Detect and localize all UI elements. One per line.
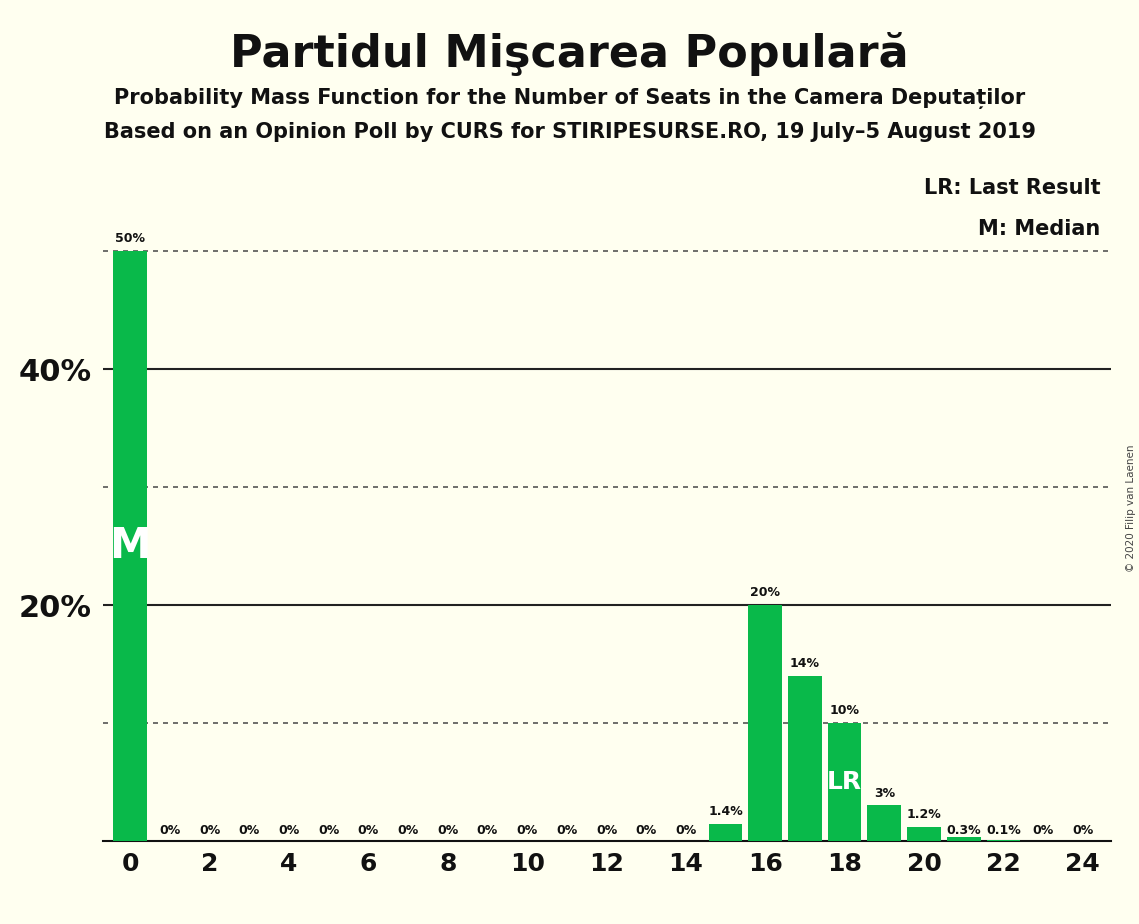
- Bar: [907, 827, 941, 841]
- Text: 0%: 0%: [239, 824, 260, 837]
- Text: 0%: 0%: [278, 824, 300, 837]
- Text: 0%: 0%: [437, 824, 458, 837]
- Text: 0%: 0%: [159, 824, 181, 837]
- Text: 0%: 0%: [318, 824, 339, 837]
- Bar: [114, 251, 147, 841]
- Text: 50%: 50%: [115, 233, 146, 246]
- Text: 0%: 0%: [596, 824, 617, 837]
- Text: 0%: 0%: [477, 824, 498, 837]
- Text: 1.2%: 1.2%: [907, 808, 941, 821]
- Text: Based on an Opinion Poll by CURS for STIRIPESURSE.RO, 19 July–5 August 2019: Based on an Opinion Poll by CURS for STI…: [104, 122, 1035, 142]
- Bar: [947, 837, 981, 841]
- Bar: [788, 675, 822, 841]
- Text: 0%: 0%: [1072, 824, 1093, 837]
- Text: M: Median: M: Median: [978, 219, 1100, 238]
- Bar: [708, 824, 743, 841]
- Text: 0%: 0%: [358, 824, 379, 837]
- Text: 3%: 3%: [874, 786, 895, 799]
- Text: 14%: 14%: [790, 657, 820, 670]
- Bar: [748, 605, 782, 841]
- Text: 0%: 0%: [636, 824, 657, 837]
- Text: Partidul Mişcarea Populară: Partidul Mişcarea Populară: [230, 32, 909, 77]
- Text: 0.1%: 0.1%: [986, 824, 1021, 837]
- Text: Probability Mass Function for the Number of Seats in the Camera Deputaților: Probability Mass Function for the Number…: [114, 88, 1025, 109]
- Text: LR: Last Result: LR: Last Result: [924, 177, 1100, 198]
- Text: M: M: [109, 525, 151, 567]
- Text: 0%: 0%: [199, 824, 220, 837]
- Text: 0%: 0%: [516, 824, 538, 837]
- Bar: [828, 723, 861, 841]
- Text: © 2020 Filip van Laenen: © 2020 Filip van Laenen: [1126, 444, 1136, 572]
- Text: 10%: 10%: [829, 704, 860, 717]
- Text: 1.4%: 1.4%: [708, 806, 743, 819]
- Text: 0%: 0%: [675, 824, 697, 837]
- Text: 0%: 0%: [398, 824, 419, 837]
- Text: 0%: 0%: [556, 824, 577, 837]
- Text: 0.3%: 0.3%: [947, 824, 981, 837]
- Bar: [986, 840, 1021, 841]
- Text: 20%: 20%: [751, 586, 780, 599]
- Bar: [868, 806, 901, 841]
- Text: 0%: 0%: [1032, 824, 1054, 837]
- Text: LR: LR: [827, 770, 862, 794]
